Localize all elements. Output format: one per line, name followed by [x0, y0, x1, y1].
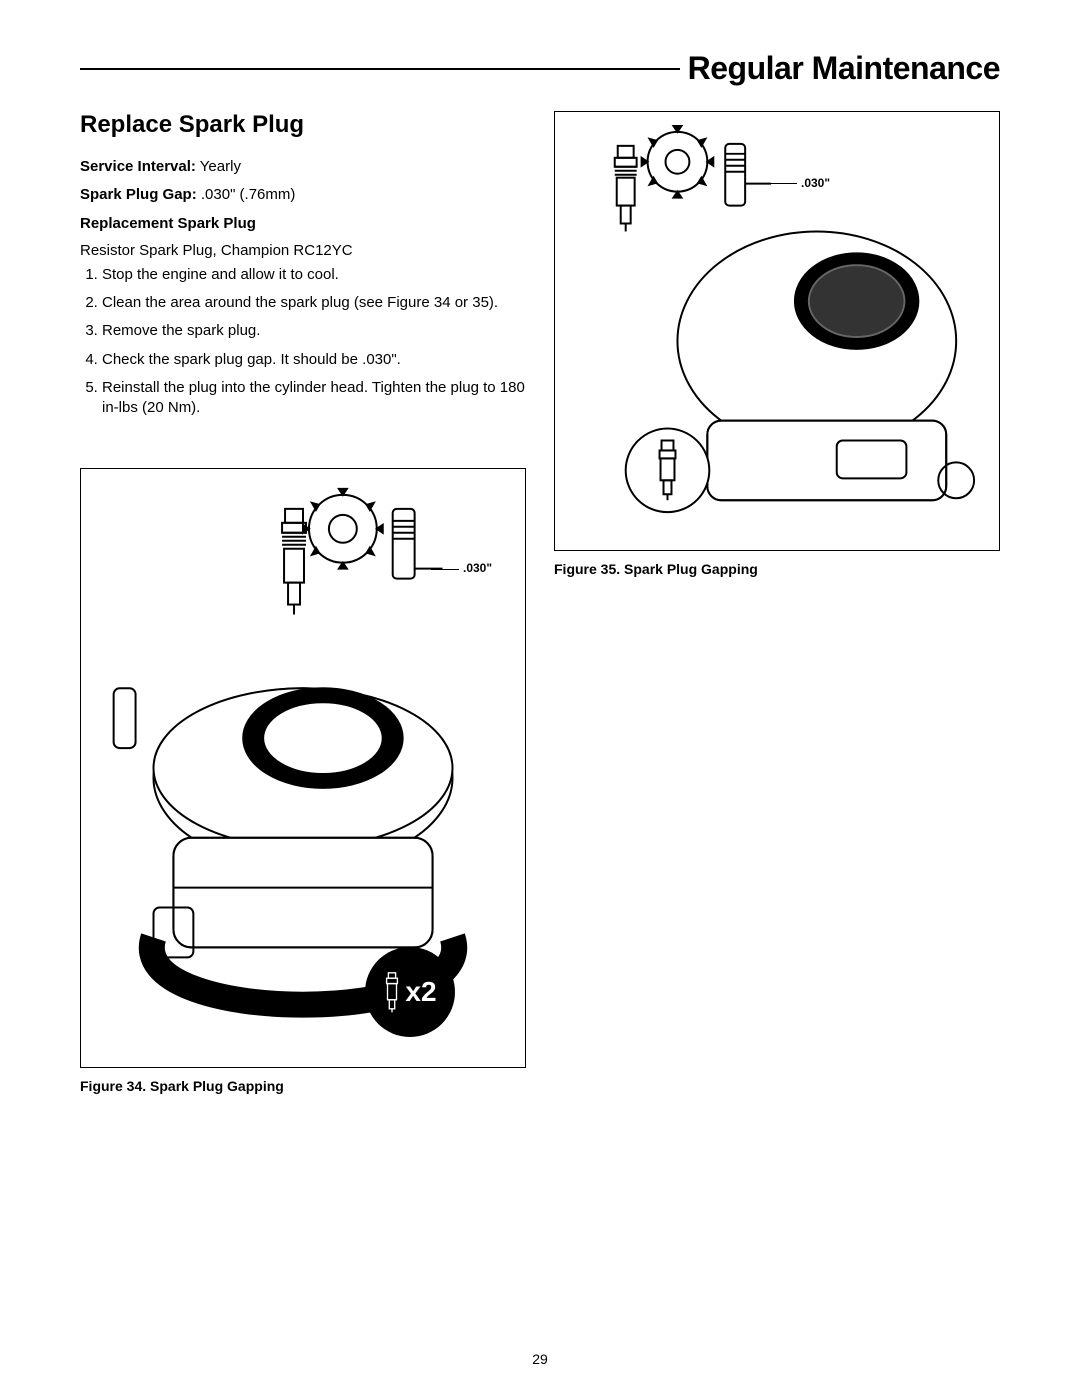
x2-badge: x2	[365, 947, 455, 1037]
section-title: Replace Spark Plug	[80, 111, 526, 139]
figure-34-gap-label: .030"	[431, 561, 492, 575]
spark-plug-icon	[383, 971, 401, 1014]
header-title: Regular Maintenance	[680, 50, 1000, 87]
content-columns: Replace Spark Plug Service Interval: Yea…	[80, 111, 1000, 1094]
steps-list: Stop the engine and allow it to cool. Cl…	[80, 265, 526, 419]
figure-35-caption: Figure 35. Spark Plug Gapping	[554, 561, 1000, 577]
step-item: Clean the area around the spark plug (se…	[102, 293, 526, 313]
replacement-label: Replacement Spark Plug	[80, 215, 256, 232]
replacement-text: Resistor Spark Plug, Champion RC12YC	[80, 242, 526, 259]
page-number: 29	[0, 1351, 1080, 1367]
x2-label: x2	[405, 976, 436, 1008]
gap-label-text: .030"	[463, 561, 492, 575]
replacement-heading: Replacement Spark Plug	[80, 214, 526, 234]
gap-label-text: .030"	[801, 176, 830, 190]
right-column: .030" Figure 35. Spark Plug Gapping	[554, 111, 1000, 1094]
service-interval: Service Interval: Yearly	[80, 157, 526, 177]
step-item: Remove the spark plug.	[102, 321, 526, 341]
spark-plug-gap: Spark Plug Gap: .030" (.76mm)	[80, 185, 526, 205]
figure-34-caption: Figure 34. Spark Plug Gapping	[80, 1078, 526, 1094]
service-interval-value: Yearly	[196, 158, 241, 175]
step-item: Reinstall the plug into the cylinder hea…	[102, 378, 526, 419]
header-rule-line	[80, 68, 680, 70]
engine-illustration-icon	[81, 469, 525, 1067]
left-column: Replace Spark Plug Service Interval: Yea…	[80, 111, 526, 1094]
figure-34-box: .030" x2	[80, 468, 526, 1068]
page-header: Regular Maintenance	[80, 50, 1000, 87]
figure-35-box: .030"	[554, 111, 1000, 551]
step-item: Stop the engine and allow it to cool.	[102, 265, 526, 285]
gap-value: .030" (.76mm)	[197, 186, 296, 203]
service-interval-label: Service Interval:	[80, 158, 196, 175]
gap-label: Spark Plug Gap:	[80, 186, 197, 203]
figure-35-gap-label: .030"	[769, 176, 830, 190]
step-item: Check the spark plug gap. It should be .…	[102, 350, 526, 370]
